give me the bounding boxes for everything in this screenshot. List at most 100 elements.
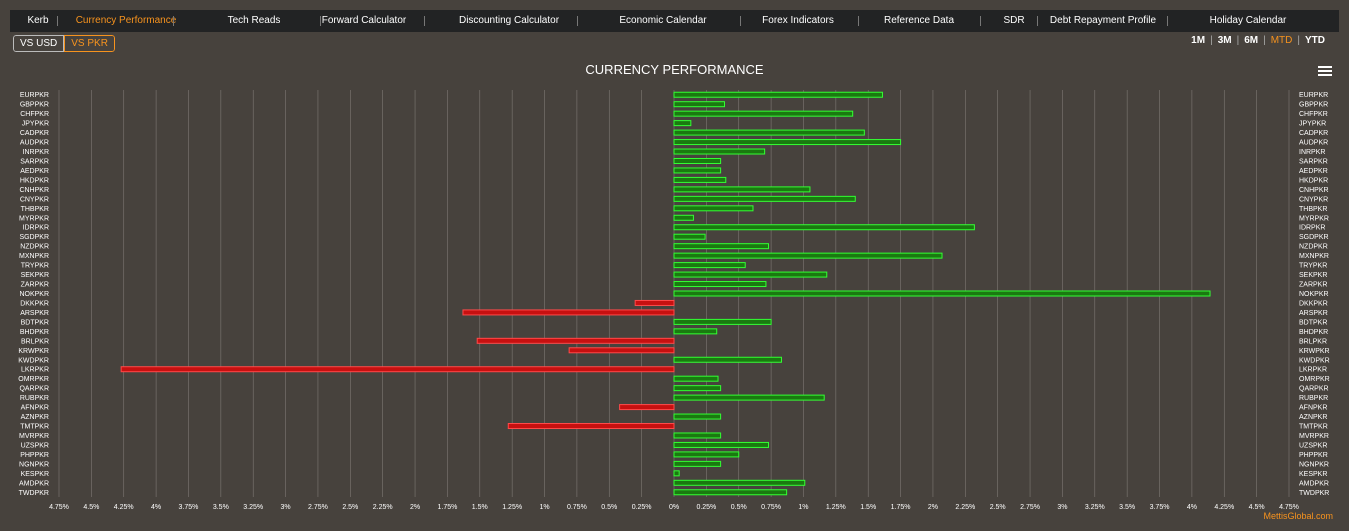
nav-kerb[interactable]: Kerb xyxy=(27,15,49,26)
y-label-left: OMRPKR xyxy=(18,376,49,383)
bar-dkkpkr xyxy=(634,299,675,306)
y-label-left: DKKPKR xyxy=(20,300,49,307)
y-label-left: INRPKR xyxy=(23,149,49,156)
y-label-left: EURPKR xyxy=(20,92,49,99)
period-ytd[interactable]: YTD xyxy=(1305,35,1325,46)
y-label-right: TMTPKR xyxy=(1299,424,1328,431)
x-tick-label: 4.5% xyxy=(1249,504,1265,511)
bar-cadpkr xyxy=(673,129,865,136)
y-label-right: JPYPKR xyxy=(1299,121,1326,128)
period-mtd[interactable]: MTD xyxy=(1270,35,1293,46)
nav-separator xyxy=(577,16,578,26)
x-tick-label: 4.5% xyxy=(83,504,99,511)
y-label-left: BRLPKR xyxy=(21,338,49,345)
y-label-left: IDRPKR xyxy=(23,225,49,232)
bar-sarpkr xyxy=(673,157,722,164)
x-tick-label: 4.75% xyxy=(49,504,69,511)
period-6m[interactable]: 6M xyxy=(1244,35,1259,46)
credit-link[interactable]: MettisGlobal.com xyxy=(1263,511,1333,521)
top-nav-bar: Kerb Currency Performance Tech Reads Forwar… xyxy=(10,10,1339,32)
y-label-left: UZSPKR xyxy=(21,442,49,449)
x-tick-label: 4.75% xyxy=(1279,504,1299,511)
y-label-right: ARSPKR xyxy=(1299,310,1328,317)
y-label-right: CNHPKR xyxy=(1299,187,1329,194)
bar-gbppkr xyxy=(673,101,725,108)
period-3m[interactable]: 3M xyxy=(1217,35,1232,46)
bar-inrpkr xyxy=(673,148,766,155)
x-tick-label: 2.75% xyxy=(308,504,328,511)
y-label-right: QARPKR xyxy=(1299,386,1329,393)
x-tick-label: 0.5% xyxy=(601,504,617,511)
nav-holiday-calendar[interactable]: Holiday Calendar xyxy=(1209,15,1287,26)
bar-sekpkr xyxy=(673,271,828,278)
x-tick-label: 1.25% xyxy=(502,504,522,511)
nav-sdr[interactable]: SDR xyxy=(1003,15,1025,26)
y-label-left: KRWPKR xyxy=(18,348,49,355)
y-label-left: QARPKR xyxy=(19,386,49,393)
x-tick-label: 2.5% xyxy=(342,504,358,511)
nav-reference-data[interactable]: Reference Data xyxy=(883,15,955,26)
y-label-left: TRYPKR xyxy=(21,263,49,270)
x-tick-label: 1.75% xyxy=(437,504,457,511)
x-tick-label: 3.5% xyxy=(213,504,229,511)
y-label-left: AMDPKR xyxy=(19,480,49,487)
y-label-left: SEKPKR xyxy=(21,272,49,279)
y-label-left: AEDPKR xyxy=(20,168,49,175)
base-currency-toggle: VS USD VS PKR xyxy=(13,35,115,52)
chart-title: CURRENCY PERFORMANCE xyxy=(585,62,764,77)
x-tick-label: 4.25% xyxy=(1214,504,1234,511)
bar-kespkr xyxy=(673,470,680,477)
bar-chfpkr xyxy=(673,110,854,117)
vs-pkr-button[interactable]: VS PKR xyxy=(64,35,115,52)
nav-currency-performance[interactable]: Currency Performance xyxy=(75,15,177,26)
nav-discounting-calculator[interactable]: Discounting Calculator xyxy=(458,15,560,26)
bar-aznpkr xyxy=(673,413,722,420)
nav-economic-calendar[interactable]: Economic Calendar xyxy=(619,15,707,26)
nav-separator xyxy=(740,16,741,26)
y-label-left: PHPPKR xyxy=(20,452,49,459)
bar-cnypkr xyxy=(673,195,856,202)
y-label-left: CNHPKR xyxy=(19,187,49,194)
chart-menu-icon[interactable] xyxy=(1318,66,1332,77)
y-label-left: BDTPKR xyxy=(21,319,49,326)
y-label-right: NZDPKR xyxy=(1299,244,1328,251)
nav-tech-reads[interactable]: Tech Reads xyxy=(227,15,281,26)
x-tick-label: 1.5% xyxy=(860,504,876,511)
nav-separator xyxy=(1167,16,1168,26)
x-tick-label: 2% xyxy=(410,504,420,511)
nav-forward-calculator[interactable]: Forward Calculator xyxy=(321,15,407,26)
bar-eurpkr xyxy=(673,91,883,98)
bar-idrpkr xyxy=(673,224,975,231)
bar-arspkr xyxy=(462,309,675,316)
y-label-right: KRWPKR xyxy=(1299,348,1330,355)
bar-ngnpkr xyxy=(673,460,722,467)
x-tick-label: 4% xyxy=(151,504,161,511)
y-label-right: BHDPKR xyxy=(1299,329,1328,336)
y-label-right: TRYPKR xyxy=(1299,263,1327,270)
bar-omrpkr xyxy=(673,375,719,382)
y-label-right: HKDPKR xyxy=(1299,177,1328,184)
x-tick-label: 0.25% xyxy=(632,504,652,511)
y-label-left: BHDPKR xyxy=(20,329,49,336)
y-label-right: IDRPKR xyxy=(1299,225,1325,232)
bar-thbpkr xyxy=(673,205,754,212)
bar-bhdpkr xyxy=(673,328,718,335)
bar-phppkr xyxy=(673,451,740,458)
y-label-left: MYRPKR xyxy=(19,215,49,222)
y-label-left: ZARPKR xyxy=(21,282,49,289)
period-1m[interactable]: 1M xyxy=(1191,35,1206,46)
nav-debt-repayment-profile[interactable]: Debt Repayment Profile xyxy=(1049,15,1157,26)
x-tick-label: 3.75% xyxy=(179,504,199,511)
nav-forex-indicators[interactable]: Forex Indicators xyxy=(762,15,834,26)
y-label-left: TMTPKR xyxy=(20,424,49,431)
y-label-right: SGDPKR xyxy=(1299,234,1329,241)
bar-twdpkr xyxy=(673,489,788,496)
vs-usd-button[interactable]: VS USD xyxy=(13,35,65,52)
bar-tmtpkr xyxy=(507,423,675,430)
x-tick-label: 1% xyxy=(539,504,549,511)
y-label-right: TWDPKR xyxy=(1299,490,1329,497)
x-tick-label: 3.25% xyxy=(1085,504,1105,511)
y-label-left: ARSPKR xyxy=(20,310,49,317)
bar-nokpkr xyxy=(673,290,1211,297)
